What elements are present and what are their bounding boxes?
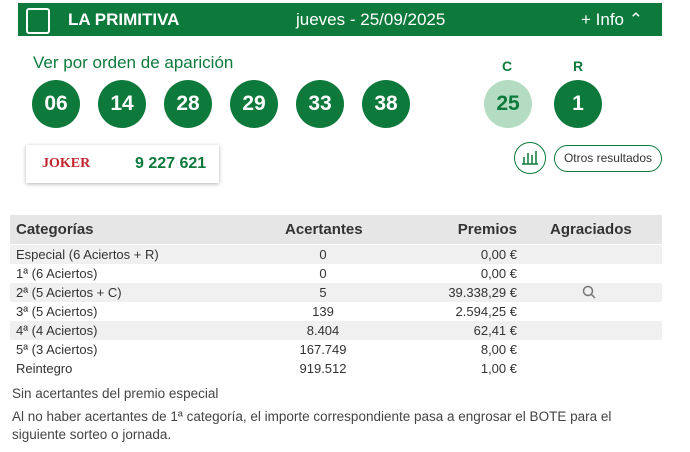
number-ball: 33 <box>296 80 344 128</box>
info-label[interactable]: + Info <box>581 10 625 29</box>
order-link[interactable]: Ver por orden de aparición <box>33 53 234 72</box>
table-row: 3ª (5 Aciertos) 139 2.594,25 € <box>10 302 662 321</box>
joker-value: 9 227 621 <box>135 155 207 172</box>
reintegro-ball: 1 <box>554 80 602 128</box>
category: 5ª (3 Aciertos) <box>16 342 98 357</box>
th-winners: Acertantes <box>285 221 363 238</box>
prize: 39.338,29 € <box>448 285 517 300</box>
category: 3ª (5 Aciertos) <box>16 304 98 319</box>
search-icon[interactable] <box>582 285 596 299</box>
category: 2ª (5 Aciertos + C) <box>16 285 122 300</box>
joker-label: JOKER <box>42 156 91 171</box>
joker-box: JOKER 9 227 621 <box>26 145 219 183</box>
prize: 0,00 € <box>480 247 517 262</box>
stats-icon <box>522 151 538 165</box>
logo-icon <box>26 8 50 34</box>
prize: 1,00 € <box>480 361 517 376</box>
complementario-ball: 25 <box>484 80 532 128</box>
number-ball: 14 <box>98 80 146 128</box>
prize: 0,00 € <box>480 266 517 281</box>
th-awarded: Agraciados <box>550 221 632 238</box>
prize: 62,41 € <box>473 323 517 338</box>
note: Al no haber acertantes de 1ª categoría, … <box>12 409 612 442</box>
table-row: Especial (6 Aciertos + R) 0 0,00 € <box>10 245 662 264</box>
header-bar: LA PRIMITIVA jueves - 25/09/2025 + Info … <box>18 3 662 36</box>
number-ball: 06 <box>32 80 80 128</box>
winners: 139 <box>312 304 334 319</box>
category: 4ª (4 Aciertos) <box>16 323 98 338</box>
other-results-button[interactable]: Otros resultados <box>554 145 662 172</box>
number-ball: 28 <box>164 80 212 128</box>
number-ball: 29 <box>230 80 278 128</box>
table-row: 5ª (3 Aciertos) 167.749 8,00 € <box>10 340 662 359</box>
winners: 167.749 <box>299 342 347 357</box>
table-header: Categorías Acertantes Premios Agraciados <box>10 215 662 244</box>
magnifier <box>582 285 596 299</box>
winners: 0 <box>319 247 327 262</box>
table-row: 1ª (6 Aciertos) 0 0,00 € <box>10 264 662 283</box>
c-label: C <box>502 58 513 74</box>
prize: 2.594,25 € <box>455 304 517 319</box>
winners: 0 <box>319 266 327 281</box>
th-prizes: Premios <box>457 221 517 238</box>
th-category: Categorías <box>16 221 94 238</box>
game-title: LA PRIMITIVA <box>68 10 180 29</box>
table-row: 4ª (4 Aciertos) 8.404 62,41 € <box>10 321 662 340</box>
category: Reintegro <box>16 361 73 376</box>
winners: 5 <box>319 285 327 300</box>
r-label: R <box>573 58 584 74</box>
note: Sin acertantes del premio especial <box>12 386 219 401</box>
winners: 8.404 <box>306 323 340 338</box>
stats-button[interactable] <box>514 142 546 174</box>
category: 1ª (6 Aciertos) <box>16 266 98 281</box>
prize: 8,00 € <box>480 342 517 357</box>
winners: 919.512 <box>299 361 347 376</box>
table-row: Reintegro 919.512 1,00 € <box>10 359 662 378</box>
table-row: 2ª (5 Aciertos + C) 5 39.338,29 € <box>10 283 662 302</box>
category: Especial (6 Aciertos + R) <box>16 247 159 262</box>
info-toggle[interactable]: + Info ⌃ <box>581 10 643 29</box>
draw-date: jueves - 25/09/2025 <box>296 10 446 29</box>
number-ball: 38 <box>362 80 410 128</box>
